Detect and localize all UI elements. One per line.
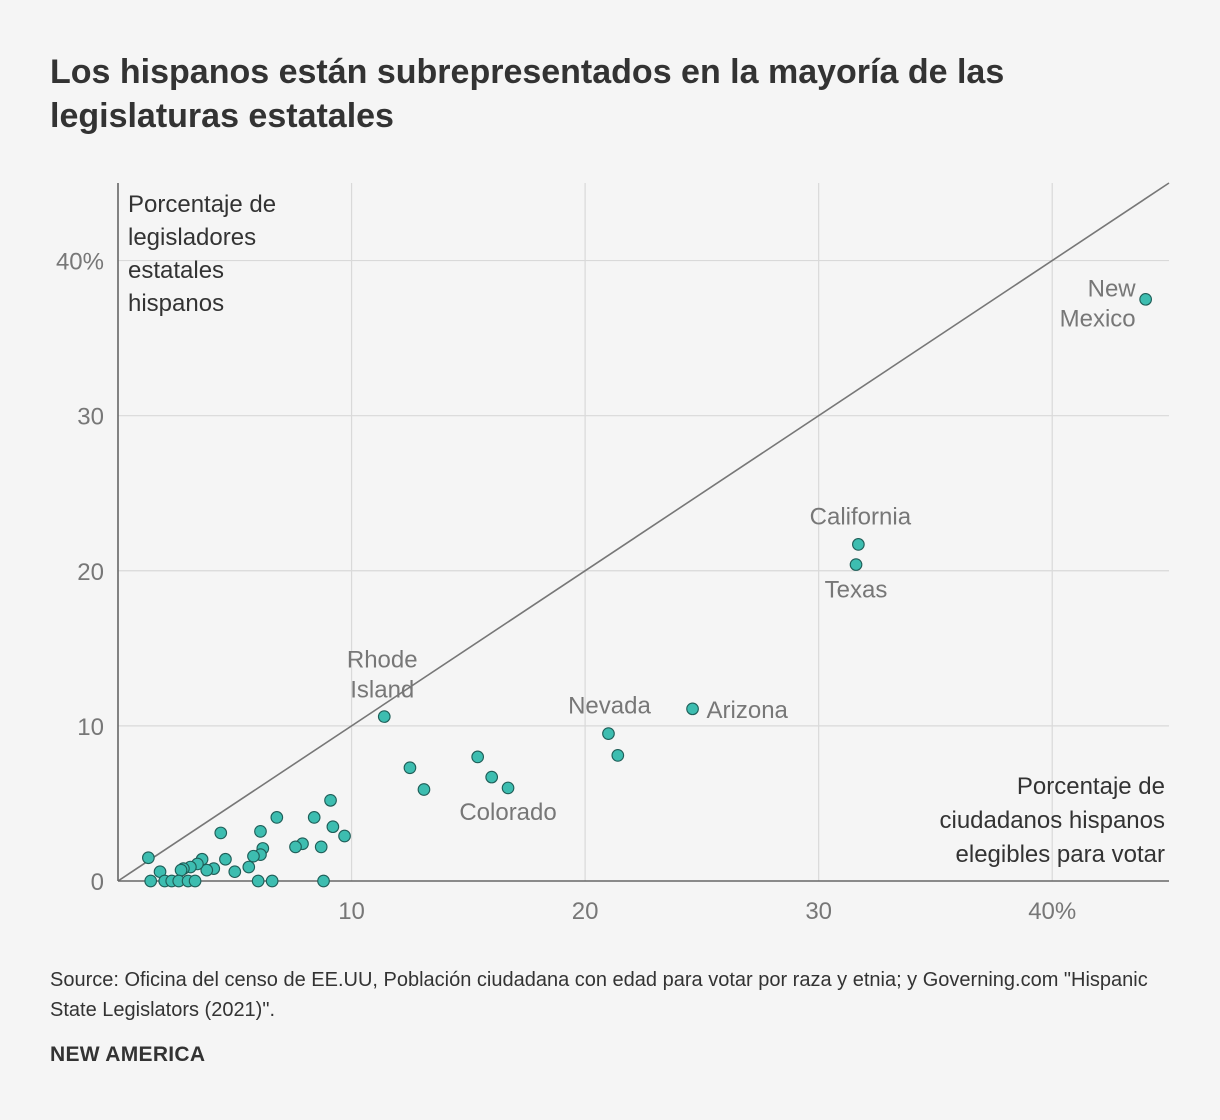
data-point — [142, 851, 155, 865]
data-point — [254, 825, 267, 838]
data-point — [485, 770, 499, 784]
axes — [117, 183, 1169, 882]
y-tick-label: 40% — [56, 249, 104, 276]
point-annotation: Texas — [825, 577, 888, 604]
grid — [118, 183, 1169, 881]
data-point — [247, 849, 260, 863]
data-point — [144, 874, 158, 888]
data-point — [219, 852, 232, 866]
x-axis-title-line: elegibles para votar — [956, 841, 1165, 868]
point-annotation: Rhode Island — [347, 647, 418, 704]
data-point — [228, 865, 242, 879]
data-point — [324, 793, 337, 807]
x-axis-title-line: Porcentaje de — [1017, 773, 1165, 800]
data-point — [471, 750, 485, 764]
data-point — [188, 874, 202, 888]
data-points — [142, 292, 1152, 888]
y-tick-label: 30 — [77, 404, 104, 431]
x-tick-label: 30 — [805, 898, 832, 925]
y-axis-title-line: Porcentaje de — [128, 191, 276, 218]
data-point — [214, 826, 228, 840]
x-axis-title-line: ciudadanos hispanos — [939, 807, 1165, 834]
x-axis-title: Porcentaje de ciudadanos hispanos elegible… — [939, 773, 1165, 868]
data-point — [338, 829, 351, 843]
y-axis-title-line: estatales — [128, 257, 224, 284]
x-tick-label: 20 — [572, 898, 599, 925]
data-point — [1139, 292, 1152, 306]
y-tick-label: 0 — [91, 869, 104, 896]
y-tick-label: 20 — [77, 559, 104, 586]
source-note: Source: Oficina del censo de EE.UU, Pobl… — [50, 969, 1148, 1021]
point-annotation-line: Texas — [825, 577, 888, 604]
x-tick-label: 10 — [338, 898, 365, 925]
data-point — [307, 811, 321, 824]
point-annotation: Nevada — [568, 693, 651, 720]
y-axis-title-line: hispanos — [128, 290, 224, 317]
reference-line-layer — [117, 182, 1170, 882]
point-annotation: New Mexico — [1060, 275, 1137, 332]
data-point — [251, 874, 265, 888]
point-annotation-line: Mexico — [1060, 305, 1136, 332]
data-point — [314, 840, 328, 854]
point-annotation-line: Colorado — [459, 799, 556, 826]
y-axis-title-line: legisladores — [128, 224, 256, 251]
data-point — [265, 874, 279, 888]
data-point — [849, 558, 863, 571]
point-annotation-line: New — [1088, 275, 1137, 302]
data-point — [174, 863, 188, 877]
data-point — [270, 811, 284, 824]
y-tick-label: 10 — [77, 714, 104, 741]
data-point — [200, 863, 214, 877]
data-point — [289, 840, 302, 854]
data-point — [501, 781, 515, 795]
brand-logo: NEW AMERICA — [50, 1043, 206, 1066]
axis-titles: Porcentaje de legisladores estatales hispan… — [128, 191, 1165, 868]
data-point — [686, 702, 699, 716]
x-tick-label: 40% — [1028, 898, 1076, 925]
data-point — [611, 749, 625, 762]
point-annotation-line: Nevada — [568, 693, 651, 720]
point-annotation-line: Rhode — [347, 647, 418, 674]
point-annotation: Arizona — [707, 697, 789, 724]
tick-labels: 10 20 30 40% 0 10 20 30 40% — [56, 249, 1076, 925]
chart-title: Los hispanos están subrepresentados en l… — [50, 53, 1005, 135]
data-point — [326, 820, 340, 834]
data-point — [403, 761, 417, 775]
reference-line — [117, 182, 1170, 882]
point-annotation: California — [810, 503, 912, 530]
point-annotation: Colorado — [459, 799, 556, 826]
data-point — [242, 860, 256, 874]
point-annotation-line: Island — [350, 677, 414, 704]
data-point — [417, 783, 431, 796]
point-annotations: New Mexico California Texas Rhode Island Nevad… — [347, 275, 1136, 826]
point-annotation-line: Arizona — [707, 697, 789, 724]
y-axis-title: Porcentaje de legisladores estatales hispan… — [128, 191, 276, 317]
point-annotation-line: California — [810, 503, 912, 530]
data-point — [602, 727, 615, 740]
data-point — [377, 710, 391, 723]
data-point — [317, 874, 330, 888]
data-point — [852, 538, 865, 551]
